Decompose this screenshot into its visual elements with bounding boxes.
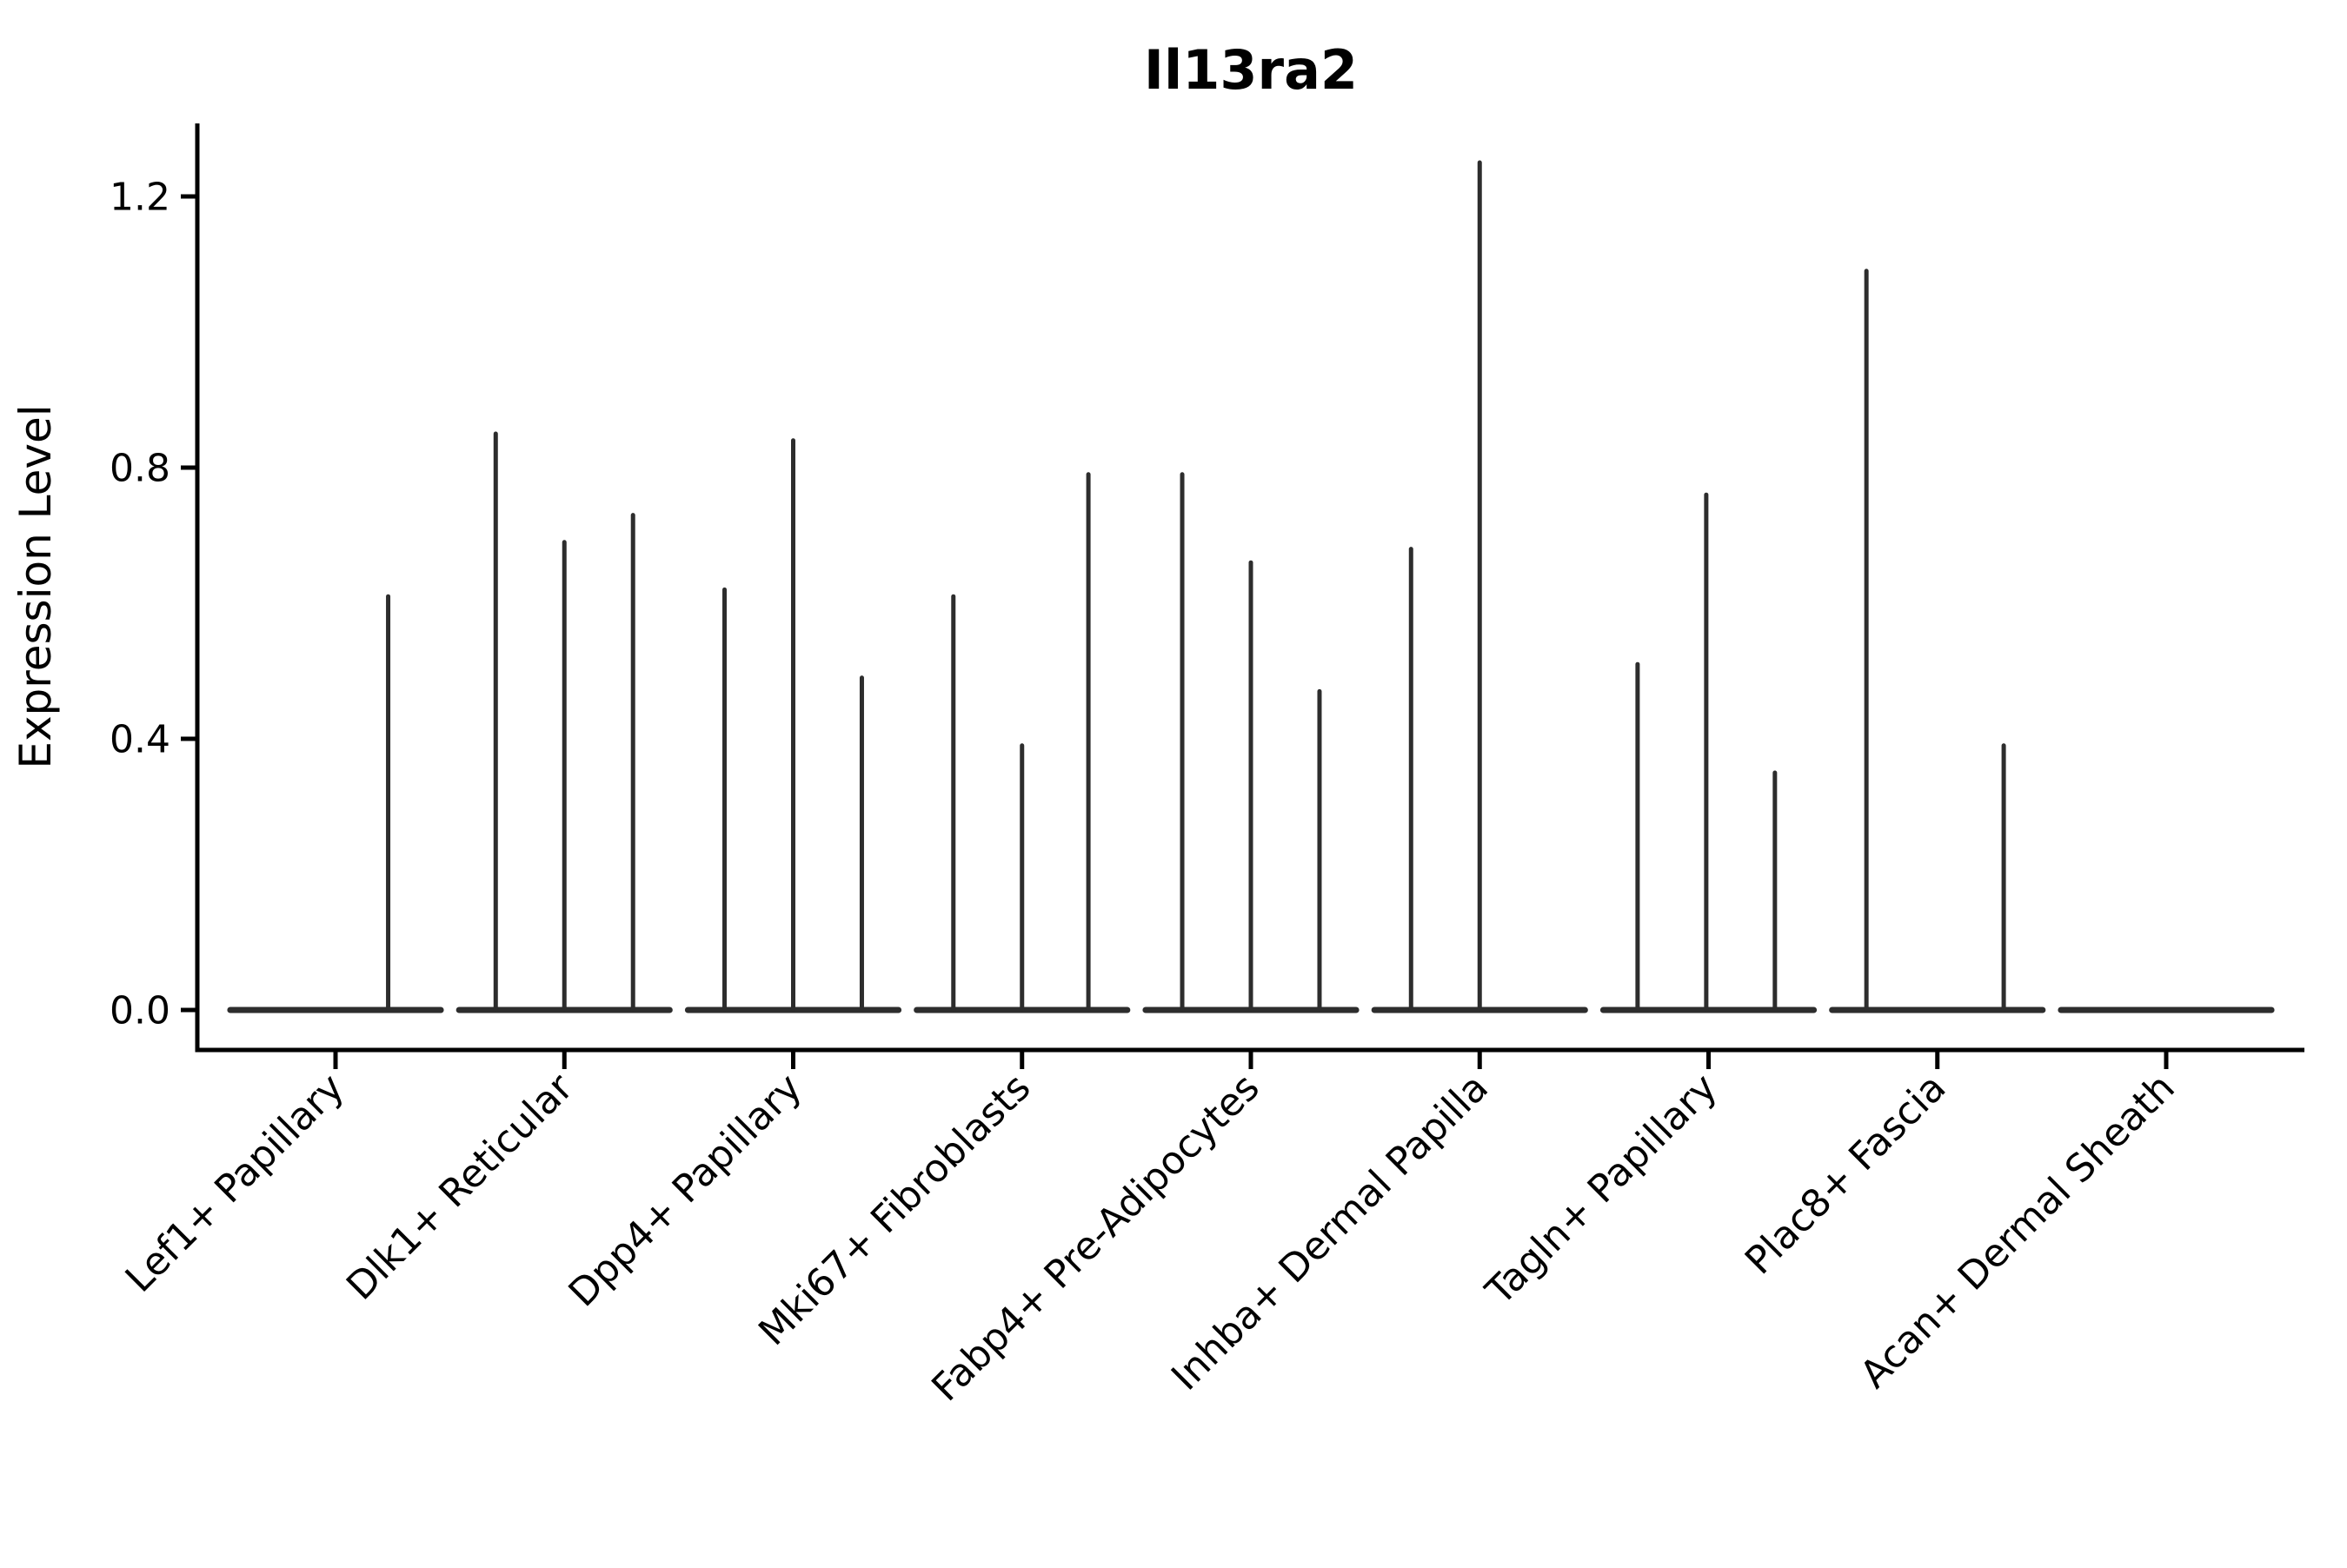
y-tick-label: 0.8 bbox=[110, 446, 170, 490]
x-tick-label: Plac8+ Fascia bbox=[1737, 1066, 1955, 1284]
y-tick-label: 0.4 bbox=[110, 717, 170, 761]
y-axis-label: Expression Level bbox=[10, 404, 61, 768]
violin-layer bbox=[227, 160, 2275, 1013]
x-tick-label: Tagln+ Papillary bbox=[1477, 1066, 1725, 1314]
x-tick-label: Lef1+ Papillary bbox=[117, 1066, 353, 1301]
chart-title: Il13ra2 bbox=[1144, 38, 1358, 102]
x-tick-label: Dpp4+ Papillary bbox=[561, 1066, 811, 1316]
y-tick-label: 1.2 bbox=[110, 175, 170, 219]
y-tick-label: 0.0 bbox=[110, 988, 170, 1033]
x-tick-label: Dlk1+ Reticular bbox=[338, 1065, 582, 1309]
axes-layer: 0.0 0.4 0.8 1.2 bbox=[110, 123, 2304, 1069]
